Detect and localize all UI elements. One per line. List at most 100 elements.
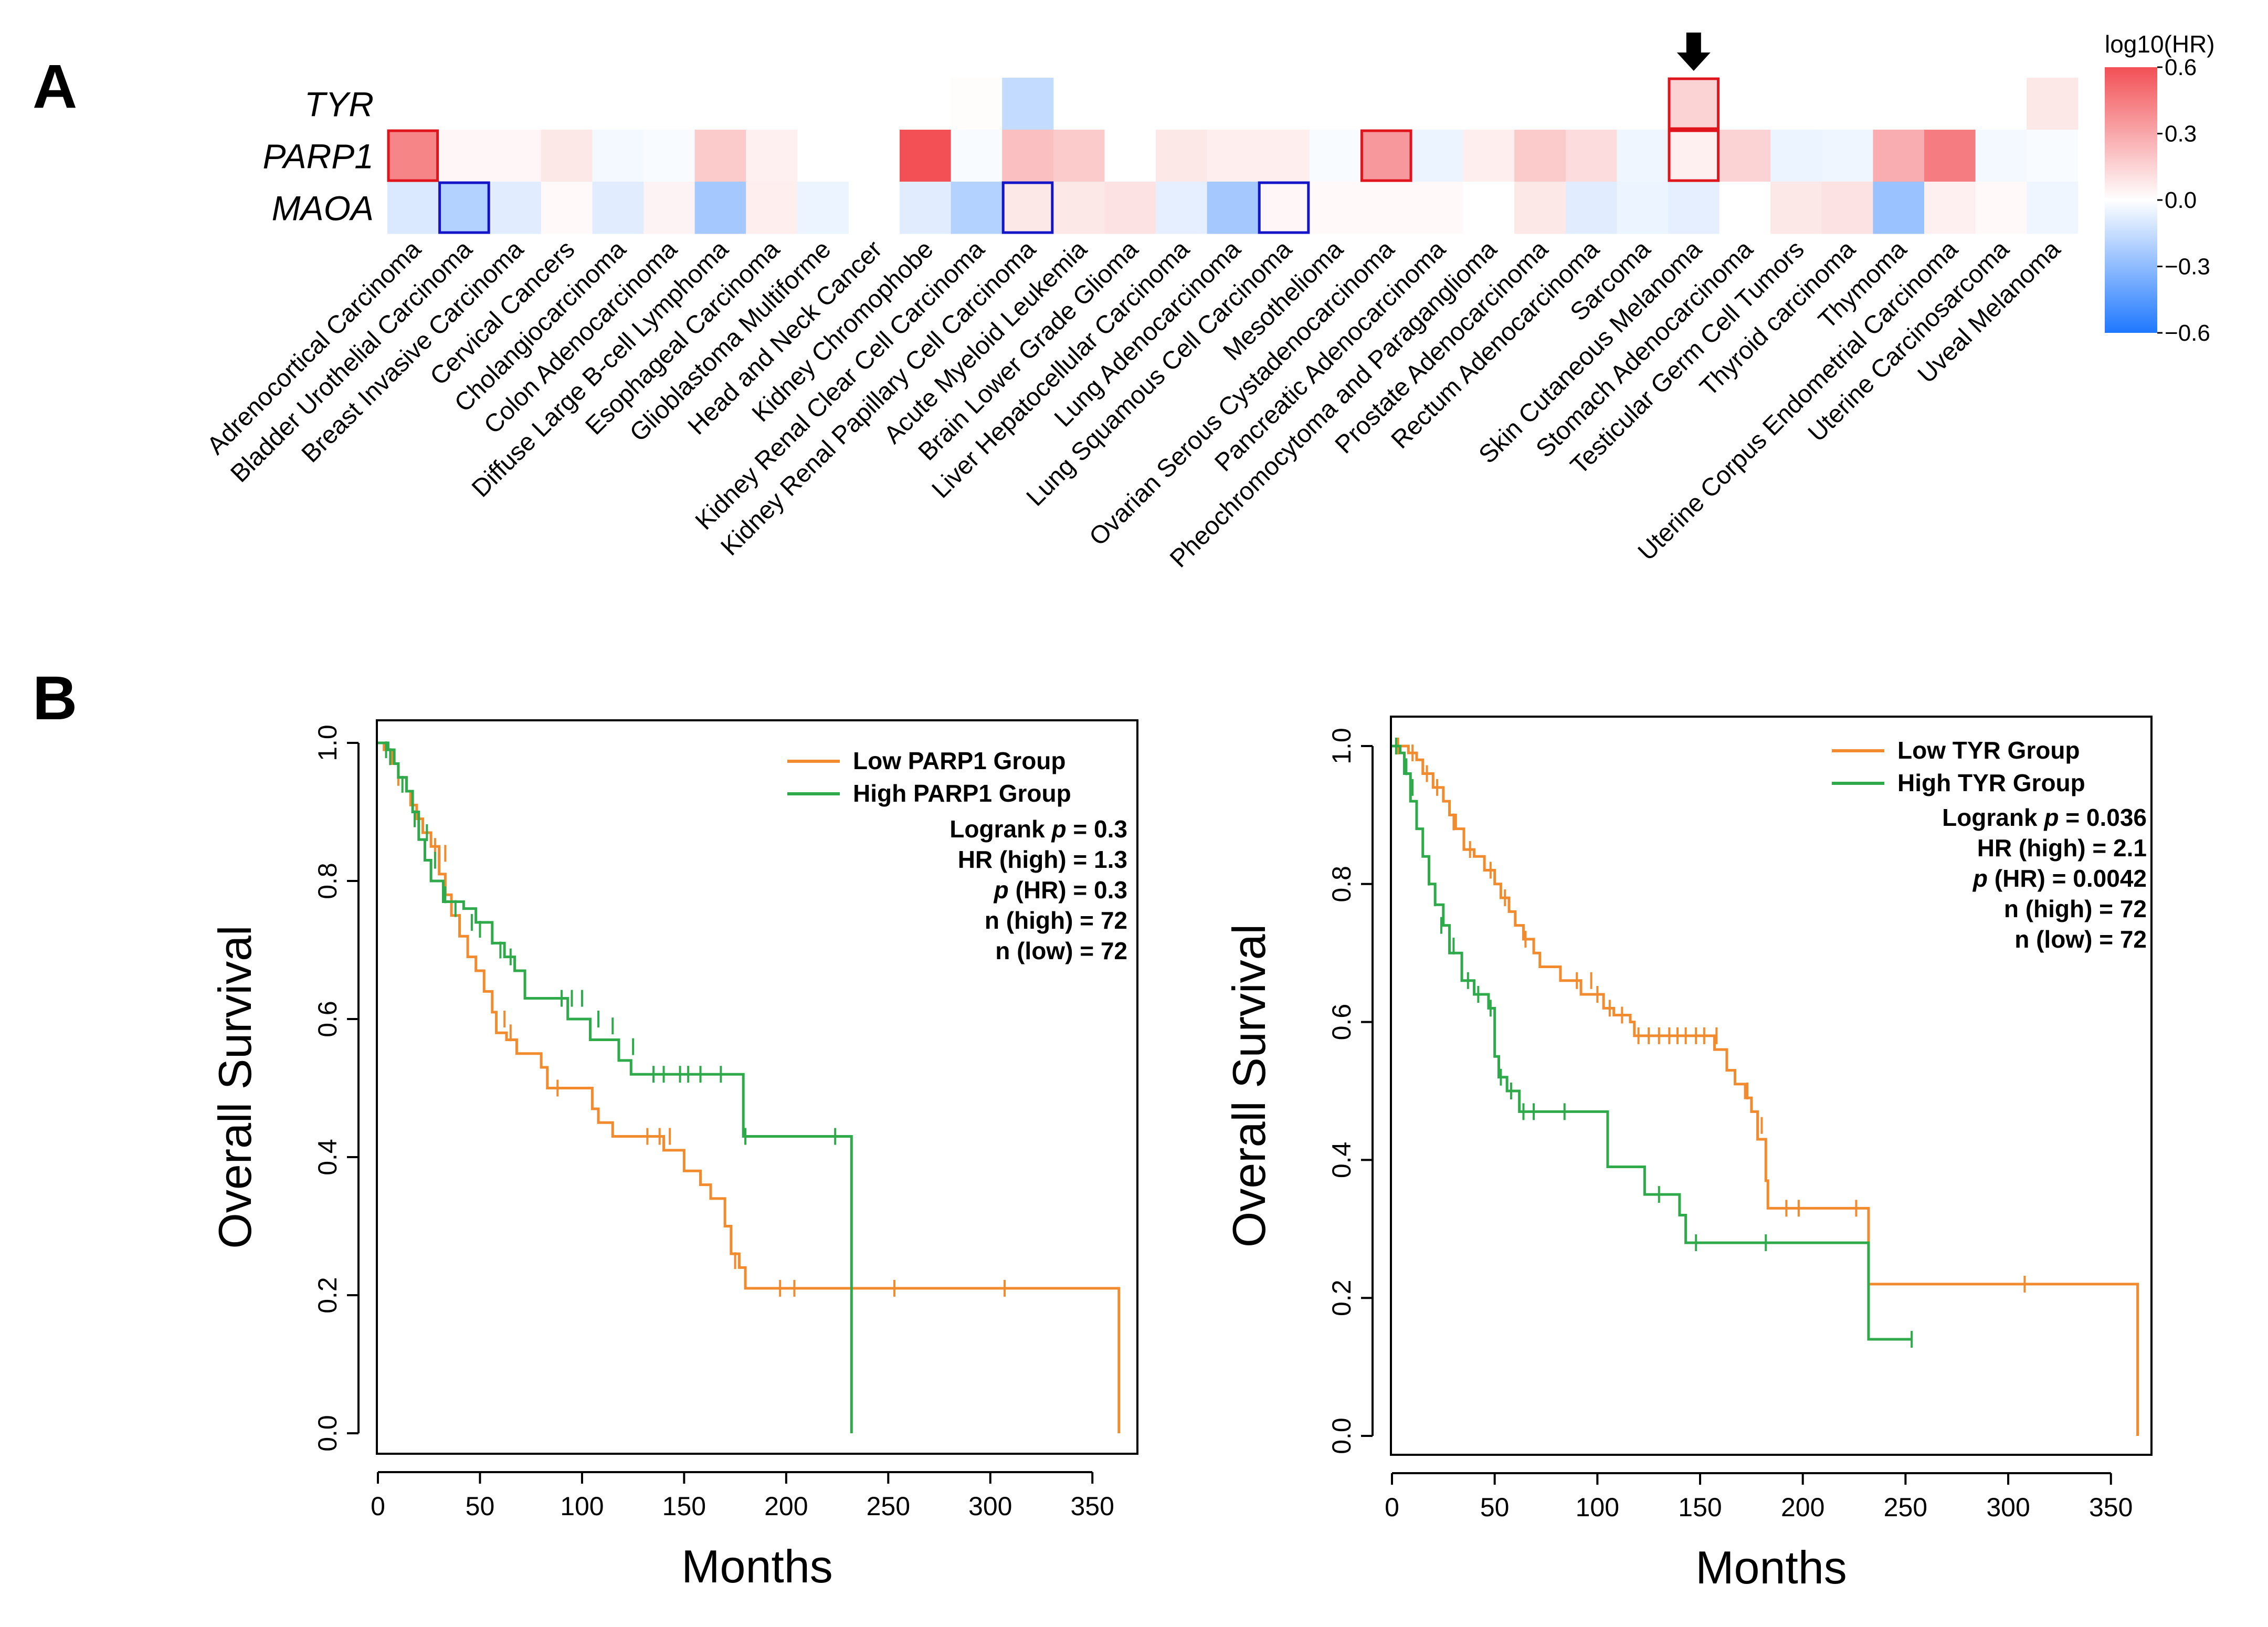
x-tick-label: 250 [1884, 1493, 1927, 1522]
heatmap-cell [490, 182, 542, 234]
y-tick-label: 0.4 [313, 1139, 342, 1175]
heatmap-cell [1924, 130, 1976, 182]
plot-frame [376, 719, 1138, 1455]
highlight-box [1360, 129, 1412, 182]
legend-label: High PARP1 Group [853, 780, 1071, 807]
heatmap-cell [1975, 130, 2027, 182]
y-tick-label: 1.0 [1327, 728, 1356, 764]
heatmap-cell [694, 182, 746, 234]
heatmap-cell [1258, 130, 1310, 182]
highlight-box [1668, 129, 1720, 182]
heatmap-cell [541, 182, 593, 234]
heatmap-cell [438, 130, 490, 182]
y-tick-label: 0.8 [1327, 866, 1356, 902]
stat-line: n (high) = 72 [2004, 895, 2147, 922]
heatmap-cell [746, 130, 798, 182]
heatmap-cell [951, 130, 1003, 182]
gene-label: PARP1 [262, 137, 374, 176]
x-tick-label: 50 [1480, 1493, 1510, 1522]
y-tick-label: 0.2 [313, 1277, 342, 1314]
x-tick-label: 350 [2089, 1493, 2133, 1522]
gene-label: MAOA [272, 189, 374, 228]
heatmap-cell [1156, 182, 1208, 234]
x-tick-label: 100 [1576, 1493, 1619, 1522]
y-tick-label: 0.6 [313, 1001, 342, 1037]
heatmap-cell [1617, 182, 1669, 234]
heatmap-cell [746, 182, 798, 234]
y-tick-label: 0.2 [1327, 1279, 1356, 1316]
highlight-box [438, 181, 490, 234]
arrow-down-icon [1676, 33, 1711, 71]
heatmap-cell [1309, 182, 1361, 234]
x-tick-label: 0 [1385, 1493, 1399, 1522]
heatmap-cell [1412, 130, 1464, 182]
x-tick-label: 200 [764, 1492, 808, 1521]
heatmap-cell [1156, 130, 1208, 182]
heatmap-cell [1514, 182, 1566, 234]
heatmap-cell [951, 182, 1003, 234]
heatmap-cell [1565, 182, 1617, 234]
panel-label-a: A [33, 52, 77, 121]
x-axis-title: Months [1695, 1541, 1847, 1593]
heatmap-cell [1873, 130, 1925, 182]
km-plot-tyr: 0 50 100 150 200 250 300 350 0.0 0.2 0.4 0.6 0.8 1.0 M… [1223, 716, 2153, 1593]
highlight-box [387, 129, 439, 182]
colorbar-tick-label: 0.6 [2165, 55, 2197, 80]
survival-curve [1392, 744, 1912, 1341]
heatmap-cell [1821, 182, 1873, 234]
heatmap-cell [1770, 182, 1822, 234]
heatmap-cell [1360, 182, 1412, 234]
highlight-box [1668, 77, 1720, 130]
heatmap-cell [1514, 130, 1566, 182]
heatmap-cell [1104, 130, 1156, 182]
x-tick-label: 100 [560, 1492, 604, 1521]
x-tick-label: 300 [968, 1492, 1012, 1521]
colorbar-tick-label: −0.6 [2165, 320, 2210, 346]
heatmap-cell [1668, 130, 1720, 182]
heatmap-cell [1309, 130, 1361, 182]
heatmap-cell [1719, 130, 1771, 182]
x-tick-label: 350 [1070, 1492, 1114, 1521]
heatmap-cell [694, 130, 746, 182]
cancer-label: Adrenocortical Carcinoma [202, 235, 427, 460]
heatmap-cell [900, 130, 952, 182]
stat-line: Logrank p = 0.3 [950, 815, 1127, 843]
stat-line: HR (high) = 1.3 [958, 846, 1127, 873]
stat-line: p (HR) = 0.3 [993, 876, 1127, 904]
y-tick-label: 0.4 [1327, 1142, 1356, 1179]
stat-line: n (low) = 72 [995, 937, 1127, 964]
x-tick-label: 200 [1781, 1493, 1824, 1522]
colorbar-title: log10(HR) [2105, 30, 2215, 58]
heatmap-cell [1002, 78, 1054, 130]
survival-curve [1392, 744, 2139, 1436]
km-plot-parp1: 0 50 100 150 200 250 300 350 0.0 0.2 0.4 0.6 0.8 1.0 M… [209, 719, 1138, 1592]
heatmap-cell [1002, 130, 1054, 182]
y-axis-title: Overall Survival [209, 925, 261, 1248]
survival-curve [378, 741, 1121, 1433]
y-tick-label: 0.6 [1327, 1004, 1356, 1041]
heatmap-cell [387, 130, 439, 182]
heatmap-cell [2027, 130, 2079, 182]
heatmap-cell [438, 182, 490, 234]
heatmap-cell [1207, 130, 1259, 182]
stat-line: n (high) = 72 [985, 907, 1127, 934]
heatmap-cell [1360, 130, 1412, 182]
heatmap-cell [1770, 130, 1822, 182]
y-tick-label: 0.0 [313, 1415, 342, 1452]
heatmap-cell [1463, 130, 1515, 182]
heatmap-cell [951, 78, 1003, 130]
gene-label: TYR [304, 85, 374, 124]
x-axis-title: Months [681, 1540, 833, 1592]
heatmap-cell [1873, 182, 1925, 234]
heatmap-cell [1053, 182, 1105, 234]
heatmap-cell [1104, 182, 1156, 234]
x-tick-label: 300 [1986, 1493, 2030, 1522]
heatmap-cell [797, 182, 849, 234]
x-tick-label: 0 [371, 1492, 385, 1521]
y-tick-label: 0.0 [1327, 1418, 1356, 1454]
legend-label: Low PARP1 Group [853, 747, 1066, 774]
heatmap-cell [1258, 182, 1310, 234]
highlight-box [1258, 181, 1310, 234]
stat-line: p (HR) = 0.0042 [1972, 865, 2147, 892]
